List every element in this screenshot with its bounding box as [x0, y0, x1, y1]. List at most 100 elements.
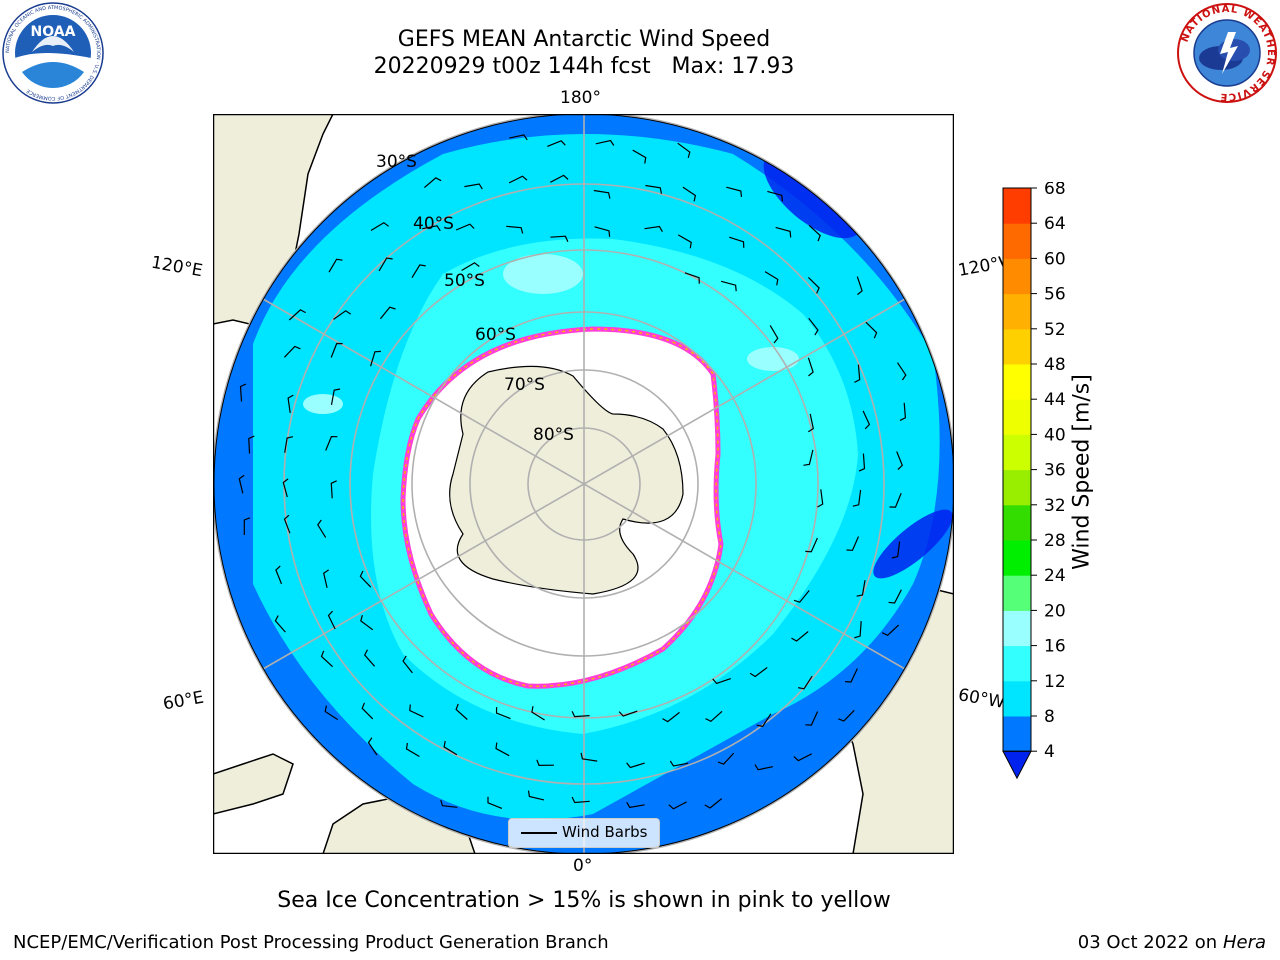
wind-barb	[402, 655, 413, 674]
wind-barb	[527, 790, 545, 801]
wind-barb	[808, 224, 821, 242]
colorbar-segment	[1003, 575, 1031, 611]
colorbar-tick-label: 16	[1044, 637, 1066, 657]
wind-barb	[677, 234, 692, 249]
wind-barb	[807, 276, 820, 294]
wind-barb	[495, 707, 511, 720]
wind-barb	[370, 221, 389, 232]
colorbar-tick-label: 36	[1044, 461, 1066, 481]
wind-barb	[645, 184, 663, 194]
colorbar-tick-label: 44	[1044, 390, 1066, 410]
wind-barb	[754, 764, 774, 771]
wind-barb	[808, 317, 819, 336]
lon-label-60e: 60°E	[161, 687, 206, 715]
wind-barb	[379, 306, 396, 320]
footer-host: Hera	[1222, 932, 1266, 953]
colorbar-segment	[1003, 258, 1031, 295]
wind-barb	[550, 174, 569, 183]
wind-barb	[284, 436, 294, 453]
colorbar-tick-label: 60	[1044, 249, 1066, 269]
wind-barb	[720, 280, 737, 292]
lon-label-0: 0°	[573, 856, 593, 876]
colorbar-segment	[1003, 434, 1031, 471]
wind-barb	[756, 713, 772, 728]
wind-barb	[360, 614, 374, 631]
wind-barb	[705, 710, 723, 723]
wind-barb	[684, 272, 700, 284]
wind-barb	[807, 357, 814, 377]
wind-barb	[275, 565, 283, 585]
wind-barb	[238, 474, 245, 494]
wind-barb	[858, 453, 866, 472]
wind-barb	[274, 615, 286, 633]
colorbar-tick-label: 12	[1044, 672, 1066, 692]
colorbar-segment	[1003, 504, 1031, 541]
wind-barb	[363, 649, 376, 667]
wind-barb	[595, 139, 615, 146]
wind-barb	[461, 262, 480, 272]
wind-barb	[717, 752, 735, 765]
wind-barb	[729, 236, 745, 248]
wind-barb	[854, 621, 862, 639]
wind-barb	[889, 492, 902, 508]
wind-barb	[443, 740, 458, 756]
wind-barb	[593, 189, 611, 199]
wind-barb	[881, 624, 900, 637]
wind-barb	[682, 186, 697, 202]
wind-barb	[283, 514, 291, 534]
map-panel: 180° 0° 120°E 120°W 60°E 60°W 30°S 40°S …	[150, 88, 1017, 876]
wind-barb	[793, 590, 810, 603]
wind-barb	[626, 801, 645, 809]
wind-barb	[856, 276, 863, 296]
colorbar-title: Wind Speed [m/s]	[1069, 374, 1095, 570]
wind-barb	[668, 801, 687, 810]
noaa-logo: NOAA NATIONAL OCEANIC AND ATMOSPHERIC AD…	[2, 2, 104, 104]
wind-barb	[464, 183, 483, 190]
wind-barb	[803, 449, 814, 466]
wind-barb	[440, 799, 458, 808]
colorbar-tick-label: 40	[1044, 425, 1066, 445]
wind-barb	[370, 350, 381, 367]
colorbar-tick-label: 56	[1044, 285, 1066, 305]
colorbar-tick-label: 64	[1044, 214, 1066, 234]
lat-label-70s: 70°S	[504, 375, 545, 395]
wind-barb	[378, 257, 393, 272]
colorbar-tick-label: 48	[1044, 355, 1066, 375]
wind-barb	[411, 264, 426, 279]
wind-barb	[283, 345, 301, 358]
wind-barb	[323, 569, 330, 589]
lat-label-60s: 60°S	[475, 325, 516, 345]
wind-barb	[330, 342, 343, 358]
wind-barb	[359, 570, 372, 588]
colorbar-tick-label: 4	[1044, 742, 1055, 762]
colorbar-tick-label: 28	[1044, 531, 1066, 551]
wind-barb	[547, 140, 566, 147]
polar-map	[213, 114, 954, 854]
sea-ice-region	[400, 326, 724, 689]
wind-barb	[899, 402, 907, 421]
wind-barb	[888, 589, 902, 604]
map-legend: Wind Barbs	[508, 818, 660, 848]
colorbar-segment	[1003, 188, 1031, 224]
colorbar-tick-label: 52	[1044, 320, 1066, 340]
wind-barb	[669, 760, 689, 767]
wind-barb	[328, 258, 343, 273]
wind-barb	[367, 737, 378, 756]
wind-barb	[856, 580, 866, 597]
wind-barb	[571, 796, 590, 804]
wind-barb	[455, 223, 475, 231]
wind-barb	[330, 388, 341, 406]
wind-barbs	[238, 134, 907, 810]
wind-barb	[862, 410, 871, 430]
wind-barb	[405, 742, 420, 758]
colorbar-segment	[1003, 540, 1031, 576]
noaa-logo-text: NOAA	[31, 24, 76, 40]
wind-barb	[767, 190, 783, 202]
lon-label-180: 180°	[560, 88, 601, 108]
wind-barb	[550, 235, 569, 242]
wind-barb	[769, 325, 779, 344]
wind-barb	[704, 798, 723, 809]
colorbar-tick-label: 24	[1044, 566, 1066, 586]
wind-barb	[248, 435, 255, 454]
